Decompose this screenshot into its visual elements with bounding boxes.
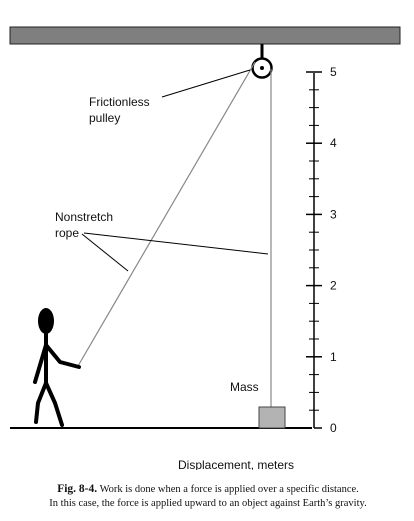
pulley-axle: [260, 66, 264, 70]
pulley-leader-line: [161, 69, 251, 98]
rope-diagonal: [77, 61, 256, 367]
displacement-label: Displacement, meters: [178, 458, 294, 470]
person-head: [38, 308, 54, 334]
scale-tick-label: 3: [330, 207, 337, 221]
mass-label: Mass: [230, 380, 259, 394]
scale-tick-label: 2: [330, 279, 337, 293]
displacement-scale: 0 1 2 3 4 5: [306, 65, 337, 435]
pulley-label-line2: pulley: [89, 111, 120, 125]
mass-block: [258, 406, 286, 429]
work-pulley-diagram: 0 1 2 3 4 5 Frictionless pulley Nonstretch ro…: [9, 26, 401, 470]
rope-label-line2: rope: [55, 226, 79, 240]
ceiling-beam: [9, 26, 401, 45]
pulley-label-line1: Frictionless: [89, 95, 150, 109]
scale-tick-label: 1: [330, 350, 337, 364]
rope-label-line1: Nonstretch: [55, 210, 113, 224]
rope-leader-diagonal: [81, 233, 129, 272]
stick-figure-person: [33, 308, 81, 427]
rope-leader-vertical: [83, 232, 269, 255]
figure-caption: Fig. 8-4. Work is done when a force is a…: [20, 482, 396, 511]
figure-number: Fig. 8-4.: [57, 483, 98, 495]
scale-tick-label: 4: [330, 136, 337, 150]
caption-line1: Work is done when a force is applied ove…: [99, 484, 359, 495]
scale-tick-label: 5: [330, 65, 337, 79]
caption-line2: In this case, the force is applied upwar…: [49, 498, 367, 509]
scale-tick-label: 0: [330, 421, 337, 435]
